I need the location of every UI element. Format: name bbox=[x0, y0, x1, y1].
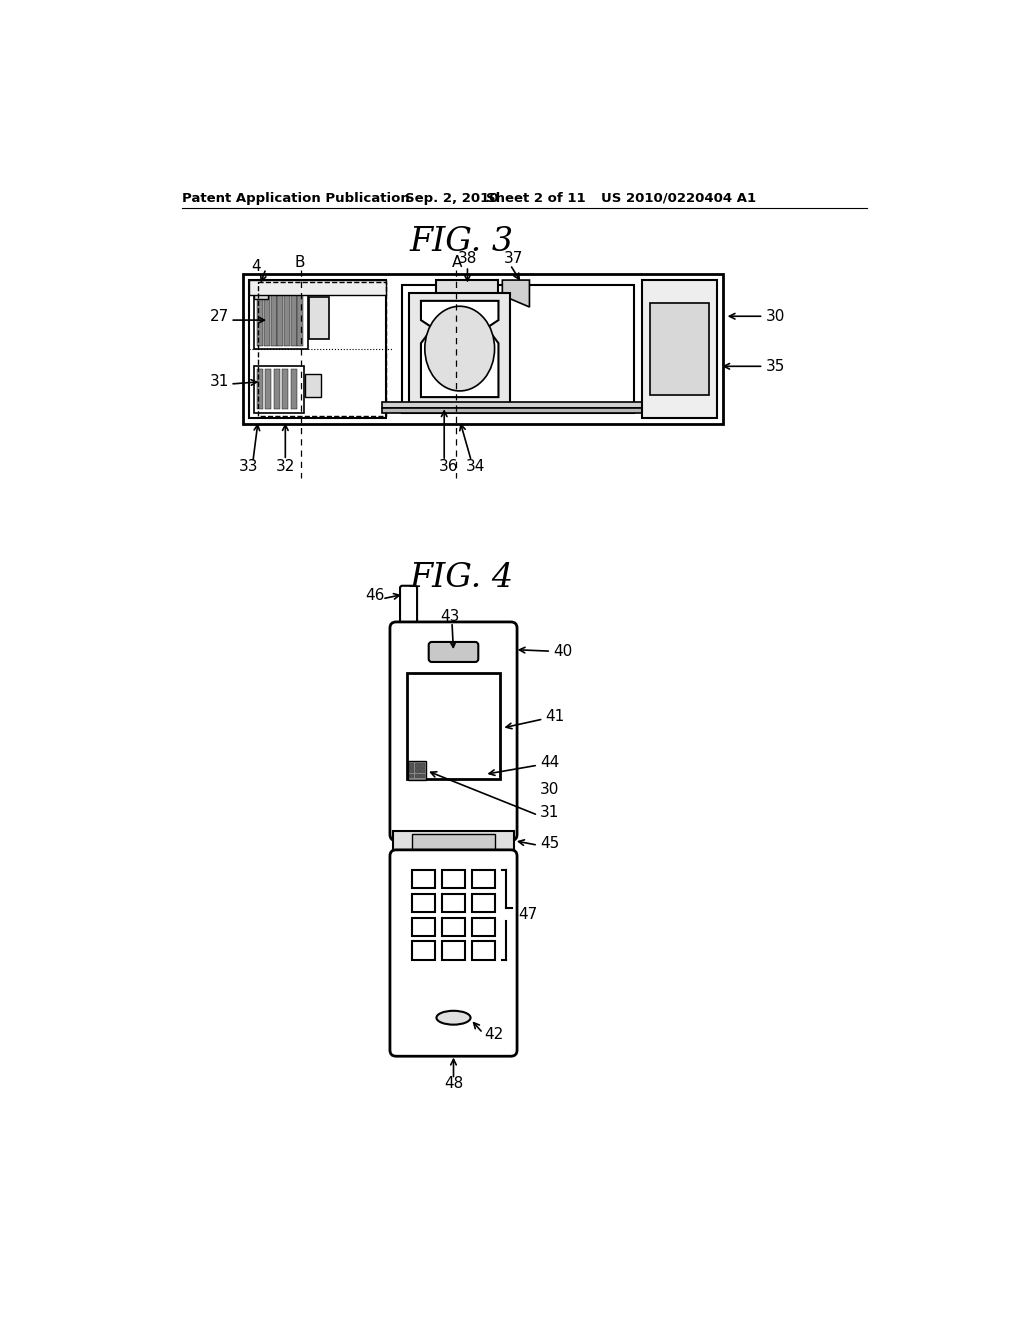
Text: Sep. 2, 2010: Sep. 2, 2010 bbox=[406, 191, 499, 205]
Bar bbox=[442, 941, 465, 960]
Text: 33: 33 bbox=[240, 459, 259, 474]
Bar bbox=[254, 284, 267, 298]
Text: FIG. 4: FIG. 4 bbox=[410, 562, 513, 594]
FancyBboxPatch shape bbox=[390, 622, 517, 841]
Bar bbox=[410, 763, 414, 767]
Bar bbox=[257, 286, 263, 346]
Bar bbox=[264, 286, 270, 346]
Text: Sheet 2 of 11: Sheet 2 of 11 bbox=[486, 191, 586, 205]
Bar bbox=[420, 768, 424, 772]
Bar bbox=[305, 374, 321, 397]
Bar bbox=[412, 917, 435, 936]
FancyBboxPatch shape bbox=[390, 850, 517, 1056]
Text: 42: 42 bbox=[484, 1027, 504, 1043]
Text: 30: 30 bbox=[541, 783, 560, 797]
Bar bbox=[243, 275, 723, 424]
Text: 41: 41 bbox=[546, 709, 565, 725]
Text: FIG. 3: FIG. 3 bbox=[410, 226, 513, 257]
Bar bbox=[472, 917, 496, 936]
Bar bbox=[442, 870, 465, 888]
Bar bbox=[284, 286, 290, 346]
Bar bbox=[309, 297, 329, 339]
Bar bbox=[412, 870, 435, 888]
Text: B: B bbox=[294, 255, 304, 269]
Text: 34: 34 bbox=[466, 459, 485, 474]
Text: 31: 31 bbox=[209, 374, 228, 389]
Text: 37: 37 bbox=[504, 251, 523, 267]
Bar bbox=[472, 941, 496, 960]
Text: 43: 43 bbox=[440, 609, 460, 624]
Bar bbox=[415, 763, 419, 767]
Text: 35: 35 bbox=[766, 359, 785, 374]
Bar bbox=[642, 280, 717, 418]
Bar bbox=[472, 894, 496, 912]
Text: 47: 47 bbox=[518, 907, 538, 923]
Text: 38: 38 bbox=[458, 251, 477, 267]
Bar bbox=[436, 280, 499, 297]
Bar bbox=[270, 286, 276, 346]
Text: 30: 30 bbox=[766, 309, 785, 323]
Bar bbox=[415, 774, 419, 777]
Text: 44: 44 bbox=[541, 755, 559, 771]
Text: Patent Application Publication: Patent Application Publication bbox=[182, 191, 410, 205]
Text: 48: 48 bbox=[443, 1076, 463, 1092]
Bar bbox=[291, 370, 297, 409]
Polygon shape bbox=[503, 280, 529, 308]
Bar bbox=[410, 774, 414, 777]
Polygon shape bbox=[421, 301, 499, 397]
Bar bbox=[254, 284, 308, 348]
Bar bbox=[649, 304, 710, 395]
Bar bbox=[393, 832, 514, 853]
Bar bbox=[420, 763, 424, 767]
Text: 31: 31 bbox=[541, 805, 560, 821]
Bar bbox=[412, 941, 435, 960]
Text: 32: 32 bbox=[275, 459, 295, 474]
Text: 46: 46 bbox=[365, 589, 384, 603]
Text: 40: 40 bbox=[554, 644, 572, 659]
Bar bbox=[278, 286, 284, 346]
Bar bbox=[382, 403, 653, 408]
Bar bbox=[283, 370, 289, 409]
Text: 36: 36 bbox=[438, 459, 458, 474]
Bar bbox=[249, 280, 386, 418]
FancyBboxPatch shape bbox=[429, 642, 478, 663]
Bar bbox=[412, 894, 435, 912]
Text: 45: 45 bbox=[541, 836, 559, 851]
Bar bbox=[297, 286, 303, 346]
Bar bbox=[472, 870, 496, 888]
Bar bbox=[442, 917, 465, 936]
Bar bbox=[273, 370, 280, 409]
Bar bbox=[257, 370, 263, 409]
Text: 4: 4 bbox=[251, 259, 261, 273]
Ellipse shape bbox=[425, 306, 495, 391]
Bar bbox=[258, 281, 386, 416]
FancyBboxPatch shape bbox=[400, 586, 417, 631]
Bar bbox=[420, 774, 424, 777]
Text: US 2010/0220404 A1: US 2010/0220404 A1 bbox=[601, 191, 756, 205]
Bar bbox=[442, 894, 465, 912]
Bar bbox=[410, 293, 510, 405]
Bar bbox=[408, 762, 426, 780]
Bar bbox=[254, 367, 304, 413]
Bar bbox=[407, 673, 500, 779]
Bar bbox=[265, 370, 271, 409]
Ellipse shape bbox=[436, 1011, 471, 1024]
Bar bbox=[412, 834, 496, 850]
Bar bbox=[401, 285, 634, 412]
Bar bbox=[382, 408, 653, 413]
Text: 27: 27 bbox=[210, 309, 228, 323]
Bar bbox=[415, 768, 419, 772]
Text: A: A bbox=[453, 255, 463, 269]
Bar bbox=[249, 280, 386, 296]
Bar bbox=[291, 286, 297, 346]
Bar bbox=[410, 768, 414, 772]
